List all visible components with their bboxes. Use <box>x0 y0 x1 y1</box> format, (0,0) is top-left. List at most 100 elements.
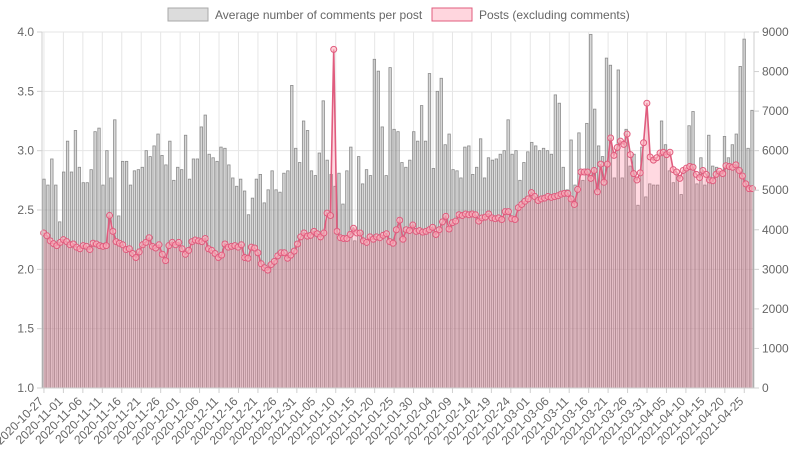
posts-point <box>346 231 354 239</box>
legend[interactable]: Average number of comments per post Post… <box>167 7 630 22</box>
y-left-tick-label: 3.0 <box>17 144 34 158</box>
posts-point <box>142 238 150 246</box>
posts-point <box>439 218 446 226</box>
posts-point <box>330 45 338 53</box>
line-series <box>40 45 756 389</box>
y-right-tick-label: 4000 <box>762 223 789 237</box>
posts-point <box>524 195 532 203</box>
posts-point <box>607 134 615 142</box>
posts-point <box>178 245 186 253</box>
posts-point <box>106 212 114 220</box>
posts-point <box>719 170 727 178</box>
posts-point <box>185 246 193 254</box>
posts-point <box>593 188 601 196</box>
posts-point <box>429 223 437 231</box>
y-left-tick-label: 3.5 <box>17 84 34 98</box>
posts-point <box>709 177 717 185</box>
posts-point <box>696 174 704 182</box>
posts-point <box>742 180 750 188</box>
posts-point <box>244 254 252 262</box>
posts-point <box>119 241 127 249</box>
y-right-tick-label: 9000 <box>762 25 789 39</box>
posts-point <box>590 166 598 174</box>
legend-label-comments[interactable]: Average number of comments per post <box>215 8 423 22</box>
posts-point <box>132 253 140 261</box>
posts-point <box>689 163 697 171</box>
posts-point <box>293 240 301 248</box>
posts-point <box>409 221 417 229</box>
posts-point <box>43 232 51 240</box>
posts-point <box>264 266 272 274</box>
posts-point <box>640 139 648 147</box>
posts-point <box>399 235 407 243</box>
posts-area <box>43 49 753 389</box>
y-right-tick-label: 5000 <box>762 183 789 197</box>
posts-point <box>162 257 170 265</box>
y-right-tick-label: 0 <box>762 381 769 395</box>
posts-point <box>201 234 209 242</box>
posts-point <box>326 212 334 220</box>
posts-point <box>643 99 651 107</box>
posts-point <box>666 148 674 156</box>
posts-point <box>567 195 575 203</box>
y-left-tick-label: 4.0 <box>17 25 34 39</box>
posts-point <box>135 248 143 256</box>
posts-point <box>396 216 404 224</box>
posts-point <box>504 208 512 216</box>
posts-point <box>738 172 746 180</box>
posts-point <box>237 241 245 249</box>
posts-point <box>102 242 110 250</box>
x-axis: 2020-10-272020-11-012020-11-062020-11-11… <box>0 387 754 448</box>
posts-point <box>498 215 506 223</box>
posts-point <box>109 227 117 235</box>
y-right-tick-label: 1000 <box>762 341 789 355</box>
y-right-tick-label: 8000 <box>762 65 789 79</box>
legend-swatch-comments[interactable] <box>167 7 209 22</box>
posts-point <box>587 174 595 182</box>
posts-point <box>633 176 641 184</box>
y-axis-right: 0 1000 2000 3000 4000 5000 6000 7000 8000 9000 <box>753 25 789 395</box>
posts-point <box>626 151 634 159</box>
legend-swatch-posts[interactable] <box>431 7 473 22</box>
posts-point <box>356 229 364 237</box>
posts-point <box>600 178 608 186</box>
posts-point <box>218 251 226 259</box>
bar-series <box>42 33 754 389</box>
y-right-tick-label: 3000 <box>762 262 789 276</box>
posts-point <box>570 200 578 208</box>
y-left-tick-label: 1.0 <box>17 381 34 395</box>
posts-point <box>333 227 341 235</box>
posts-point <box>86 246 94 254</box>
y-left-tick-label: 2.0 <box>17 262 34 276</box>
posts-point <box>389 239 397 247</box>
posts-point <box>445 225 453 233</box>
posts-point <box>158 250 166 258</box>
posts-point <box>676 174 684 182</box>
y-right-tick-label: 7000 <box>762 104 789 118</box>
posts-point <box>613 144 621 152</box>
posts-point <box>251 244 259 252</box>
posts-point <box>623 130 631 138</box>
posts-point <box>442 212 450 220</box>
posts-point <box>125 245 133 253</box>
posts-point <box>145 234 153 242</box>
posts-point <box>406 227 414 235</box>
posts-point <box>653 154 661 162</box>
posts-point <box>702 170 710 178</box>
posts-point <box>350 224 357 232</box>
posts-point <box>471 211 479 219</box>
posts-point <box>673 168 681 176</box>
posts-point <box>363 238 371 246</box>
posts-point <box>392 226 400 234</box>
y-left-tick-label: 2.5 <box>17 203 34 217</box>
posts-point <box>584 168 592 176</box>
posts-point <box>620 140 628 148</box>
posts-point <box>175 238 183 246</box>
y-right-tick-label: 2000 <box>762 302 789 316</box>
legend-label-posts[interactable]: Posts (excluding comments) <box>479 8 630 22</box>
posts-point <box>732 161 740 169</box>
y-left-tick-label: 1.5 <box>17 322 34 336</box>
posts-point <box>630 170 638 178</box>
posts-point <box>432 231 440 239</box>
